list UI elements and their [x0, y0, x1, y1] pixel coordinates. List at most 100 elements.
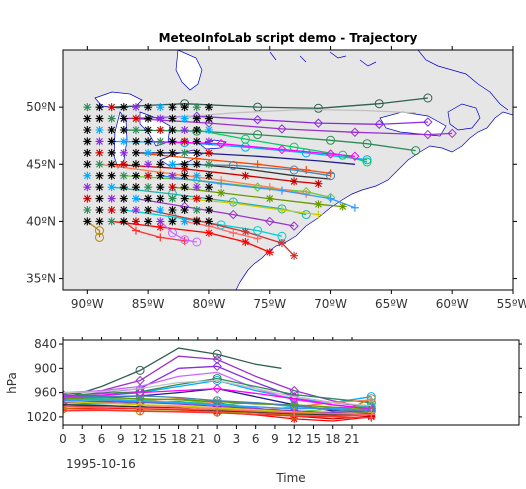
start-point-star [192, 114, 201, 123]
trajectory-marker [350, 203, 359, 212]
trajectory-marker [228, 209, 238, 220]
start-point-star [192, 126, 201, 134]
start-point-star [144, 148, 153, 157]
trajectory-marker [217, 179, 226, 188]
start-point-star [107, 171, 116, 180]
start-point-star [131, 160, 140, 169]
start-point-star [95, 217, 104, 226]
x-tick-label: 12 [287, 432, 302, 446]
trajectory-marker [277, 124, 287, 134]
trajectory-marker [216, 139, 226, 149]
start-point-star [168, 103, 177, 112]
x-tick-label: 80ºW [193, 297, 226, 311]
x-tick-label: 90ºW [71, 297, 104, 311]
start-point-star [180, 148, 189, 157]
labrador-coast [417, 50, 509, 111]
trajectory-marker [374, 119, 384, 129]
start-point-star [180, 126, 189, 134]
start-point-star [107, 183, 116, 192]
start-point-star [156, 160, 165, 169]
height-time-marker [63, 391, 68, 402]
start-point-star [119, 206, 128, 214]
trajectory-marker [326, 194, 335, 203]
start-point-star [156, 206, 165, 214]
start-point-star [119, 137, 128, 146]
trajectory-marker [289, 165, 299, 175]
trajectory-line [196, 129, 368, 163]
height-time-marker [63, 395, 68, 405]
start-point-star [83, 114, 92, 123]
y-tick-label: 900 [34, 361, 57, 375]
start-point-star [131, 183, 140, 192]
trajectory-line [123, 220, 185, 242]
start-point-star [95, 114, 104, 123]
start-point-star [156, 148, 165, 157]
start-point-star [131, 114, 140, 123]
start-point-star [204, 103, 213, 112]
start-point-star [83, 103, 92, 112]
trajectory-marker [325, 149, 336, 159]
trajectory-marker [241, 238, 250, 246]
trajectory-marker [277, 206, 286, 214]
height-time-marker [136, 404, 145, 412]
height-time-line [63, 395, 372, 412]
start-point-star [168, 194, 177, 203]
start-point-star [83, 160, 92, 169]
trajectory-marker [94, 226, 104, 236]
start-point-star [83, 137, 92, 146]
start-point-star [192, 217, 201, 226]
trajectory-marker [277, 144, 287, 155]
start-point-star [119, 126, 128, 134]
trajectory-marker [217, 188, 226, 197]
start-point-star [131, 206, 140, 214]
start-point-star [107, 126, 116, 134]
x-tick-label: 9 [271, 432, 279, 446]
trajectory-marker [241, 227, 250, 236]
trajectory-marker [253, 130, 263, 140]
trajectory-marker [241, 171, 250, 180]
trajectory-marker [301, 210, 311, 220]
trajectory-line [159, 220, 197, 243]
newfoundland [447, 103, 481, 131]
x-tick-label: 6 [252, 432, 260, 446]
trajectory-marker [289, 221, 299, 231]
start-point-star [156, 114, 165, 123]
start-point-star [204, 171, 213, 180]
trajectory-marker [362, 157, 372, 167]
start-point-star [168, 206, 177, 214]
height-time-line [63, 377, 372, 404]
trajectory-marker [338, 202, 347, 211]
trajectory-marker [447, 128, 457, 139]
trajectory-marker [277, 186, 286, 195]
height-time-marker [63, 397, 67, 406]
x-tick-label: 70ºW [314, 297, 347, 311]
x-tick-label: 0 [59, 432, 67, 446]
height-time-marker [135, 387, 145, 398]
height-time-frame [62, 339, 520, 426]
start-point-star [95, 183, 104, 192]
height-time-marker [212, 396, 222, 406]
start-point-star [156, 217, 165, 226]
x-tick-label: 21 [344, 432, 359, 446]
start-point-star [144, 194, 153, 203]
start-point-star [144, 206, 153, 214]
height-time-y-axis: 840 900 960 1020 [26, 337, 522, 424]
start-point-star [119, 194, 128, 203]
x-tick-label: 65ºW [375, 297, 408, 311]
start-point-star [204, 126, 213, 134]
start-point-star [168, 114, 177, 123]
start-point-star [83, 171, 92, 180]
trajectory-marker [290, 251, 299, 260]
start-point-star [168, 137, 177, 146]
x-tick-label: 21 [190, 432, 205, 446]
y-axis-label: hPa [5, 372, 19, 394]
x-tick-label: 18 [325, 432, 340, 446]
trajectory-marker [314, 179, 323, 188]
x-tick-label: 12 [132, 432, 147, 446]
hudson-bay [175, 50, 203, 91]
height-time-marker [212, 383, 222, 394]
trajectory-marker [374, 99, 384, 109]
trajectory-marker [265, 194, 274, 203]
trajectory-line [135, 197, 295, 227]
start-point-star [204, 114, 213, 123]
